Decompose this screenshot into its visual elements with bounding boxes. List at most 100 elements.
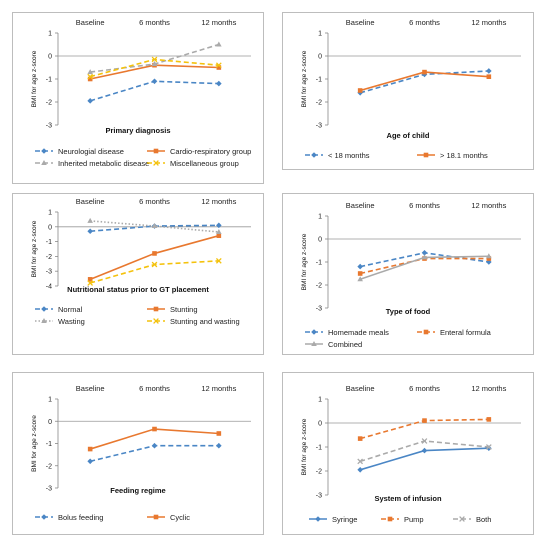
data-point <box>87 69 93 75</box>
data-point <box>486 417 492 422</box>
data-point <box>216 41 222 47</box>
data-point <box>151 61 158 67</box>
legend-marker <box>41 160 47 165</box>
y-tick-label: 1 <box>48 31 52 38</box>
y-axis-label: BMI for age z-score <box>301 233 308 290</box>
data-point <box>216 222 222 229</box>
data-point <box>421 447 428 454</box>
data-point <box>486 253 492 259</box>
data-point <box>485 444 492 450</box>
category-label: 6 months <box>409 18 440 27</box>
chart-panel-type-of-food: 1 0 -1 -2 -3 Baseline 6 months 12 months BMI for… <box>282 193 534 355</box>
series-miscellaneous-group <box>87 56 222 80</box>
category-label: Baseline <box>76 384 105 393</box>
chart-svg: 1 0 -1 -2 -3 Baseline 6 months 12 months BMI for… <box>301 384 521 524</box>
category-label: 6 months <box>409 201 440 210</box>
data-point <box>486 74 492 79</box>
y-tick-label: -3 <box>46 269 52 276</box>
chart-svg: 1 0 -1 -2 -3 Baseline 6 months 12 months BMI for… <box>301 18 521 160</box>
y-tick-label: 0 <box>48 224 52 231</box>
data-point <box>216 65 222 70</box>
data-point <box>151 261 158 268</box>
category-label: 6 months <box>139 384 170 393</box>
y-tick-label: 1 <box>318 214 322 221</box>
data-point <box>486 256 492 261</box>
chart-panel-feeding-regime: 1 0 -1 -2 -3 Baseline 6 months 12 months BMI for… <box>12 372 264 535</box>
legend-marker <box>311 341 317 346</box>
data-point <box>87 458 93 465</box>
data-point <box>357 467 363 473</box>
chart-svg: 1 0 -1 -2 -3 Baseline 6 months 12 months BMI for… <box>31 18 251 168</box>
legend-item-homemade-meals: Homemade meals <box>305 328 389 337</box>
series-line <box>90 220 219 233</box>
y-tick-label: -3 <box>316 123 322 130</box>
y-tick-label: 0 <box>318 421 322 428</box>
data-point <box>87 446 93 452</box>
chart-panel-nutritional-status: 1 0 -1 -2 -3 -4 Baseline 6 months 12 months BMI f… <box>12 193 264 355</box>
category-label: Baseline <box>346 201 375 210</box>
y-tick-label: -3 <box>316 306 322 313</box>
y-tick-label: 1 <box>318 31 322 38</box>
legend-marker <box>41 514 47 520</box>
chart-panel-primary-diagnosis: 1 0 -1 -2 -3 Baseline 6 months 12 months BMI for… <box>12 12 264 184</box>
series-line <box>90 43 220 73</box>
data-point <box>216 431 222 436</box>
y-tick-label: 0 <box>318 237 322 244</box>
legend-marker <box>153 514 159 520</box>
series-neurologial-disease <box>87 78 222 104</box>
legend-label: Stunting <box>170 305 198 314</box>
y-tick-label: -1 <box>316 445 322 452</box>
y-axis-label: BMI for age z-score <box>301 418 308 475</box>
chart-svg: 1 0 -1 -2 -3 Baseline 6 months 12 months BMI for… <box>301 201 521 349</box>
series-line <box>89 234 220 281</box>
legend-marker <box>423 152 429 158</box>
legend-item-stunting-and-wasting: Stunting and wasting <box>147 317 240 326</box>
y-tick-label: -2 <box>46 254 52 261</box>
chart-title: System of infusion <box>374 494 442 503</box>
legend-item-18-months: < 18 months <box>305 151 370 160</box>
y-tick-label: -3 <box>46 123 52 130</box>
legend-item-wasting: Wasting <box>35 317 85 326</box>
category-label: 6 months <box>139 197 170 206</box>
data-point <box>151 442 158 449</box>
data-point <box>87 73 94 80</box>
series-stunting <box>87 233 222 282</box>
legend-marker <box>315 516 321 522</box>
data-point <box>151 56 158 63</box>
chart-svg: 1 0 -1 -2 -3 -4 Baseline 6 months 12 months BMI f… <box>31 197 251 326</box>
category-label: Baseline <box>346 18 375 27</box>
data-point <box>357 88 363 93</box>
data-point <box>216 442 222 449</box>
series-stunting-and-wasting <box>87 257 222 286</box>
data-point <box>215 257 222 264</box>
legend-marker <box>459 516 465 522</box>
legend-item-syringe: Syringe <box>309 515 357 524</box>
data-point <box>486 445 492 451</box>
chart-panel-age-of-child: 1 0 -1 -2 -3 Baseline 6 months 12 months BMI for… <box>282 12 534 170</box>
data-point <box>216 80 222 87</box>
y-axis-label: BMI for age z-score <box>31 220 38 277</box>
y-tick-label: 0 <box>48 419 52 426</box>
category-label: 6 months <box>409 384 440 393</box>
legend-marker <box>387 516 393 522</box>
y-tick-label: -1 <box>316 77 322 84</box>
legend-marker <box>153 318 159 324</box>
series-syringe <box>357 445 492 473</box>
data-point <box>87 98 93 104</box>
category-label: 6 months <box>139 18 170 27</box>
legend-label: > 18.1 months <box>440 151 488 160</box>
legend-label: Syringe <box>332 515 357 524</box>
y-tick-label: -2 <box>46 463 52 470</box>
chart-title: Primary diagnosis <box>105 126 170 135</box>
legend-label: Neurologial disease <box>58 147 124 156</box>
category-label: 12 months <box>201 197 236 206</box>
series-inherited-metabolic-disease <box>87 41 222 75</box>
legend-label: Wasting <box>58 317 85 326</box>
series-18-1-months <box>357 69 492 93</box>
legend-label: Enteral formula <box>440 328 492 337</box>
chart-panel-system-of-infusion: 1 0 -1 -2 -3 Baseline 6 months 12 months BMI for… <box>282 372 534 535</box>
legend-marker <box>311 152 317 158</box>
category-label: 12 months <box>201 18 236 27</box>
y-tick-label: 1 <box>48 210 52 217</box>
category-label: Baseline <box>76 197 105 206</box>
